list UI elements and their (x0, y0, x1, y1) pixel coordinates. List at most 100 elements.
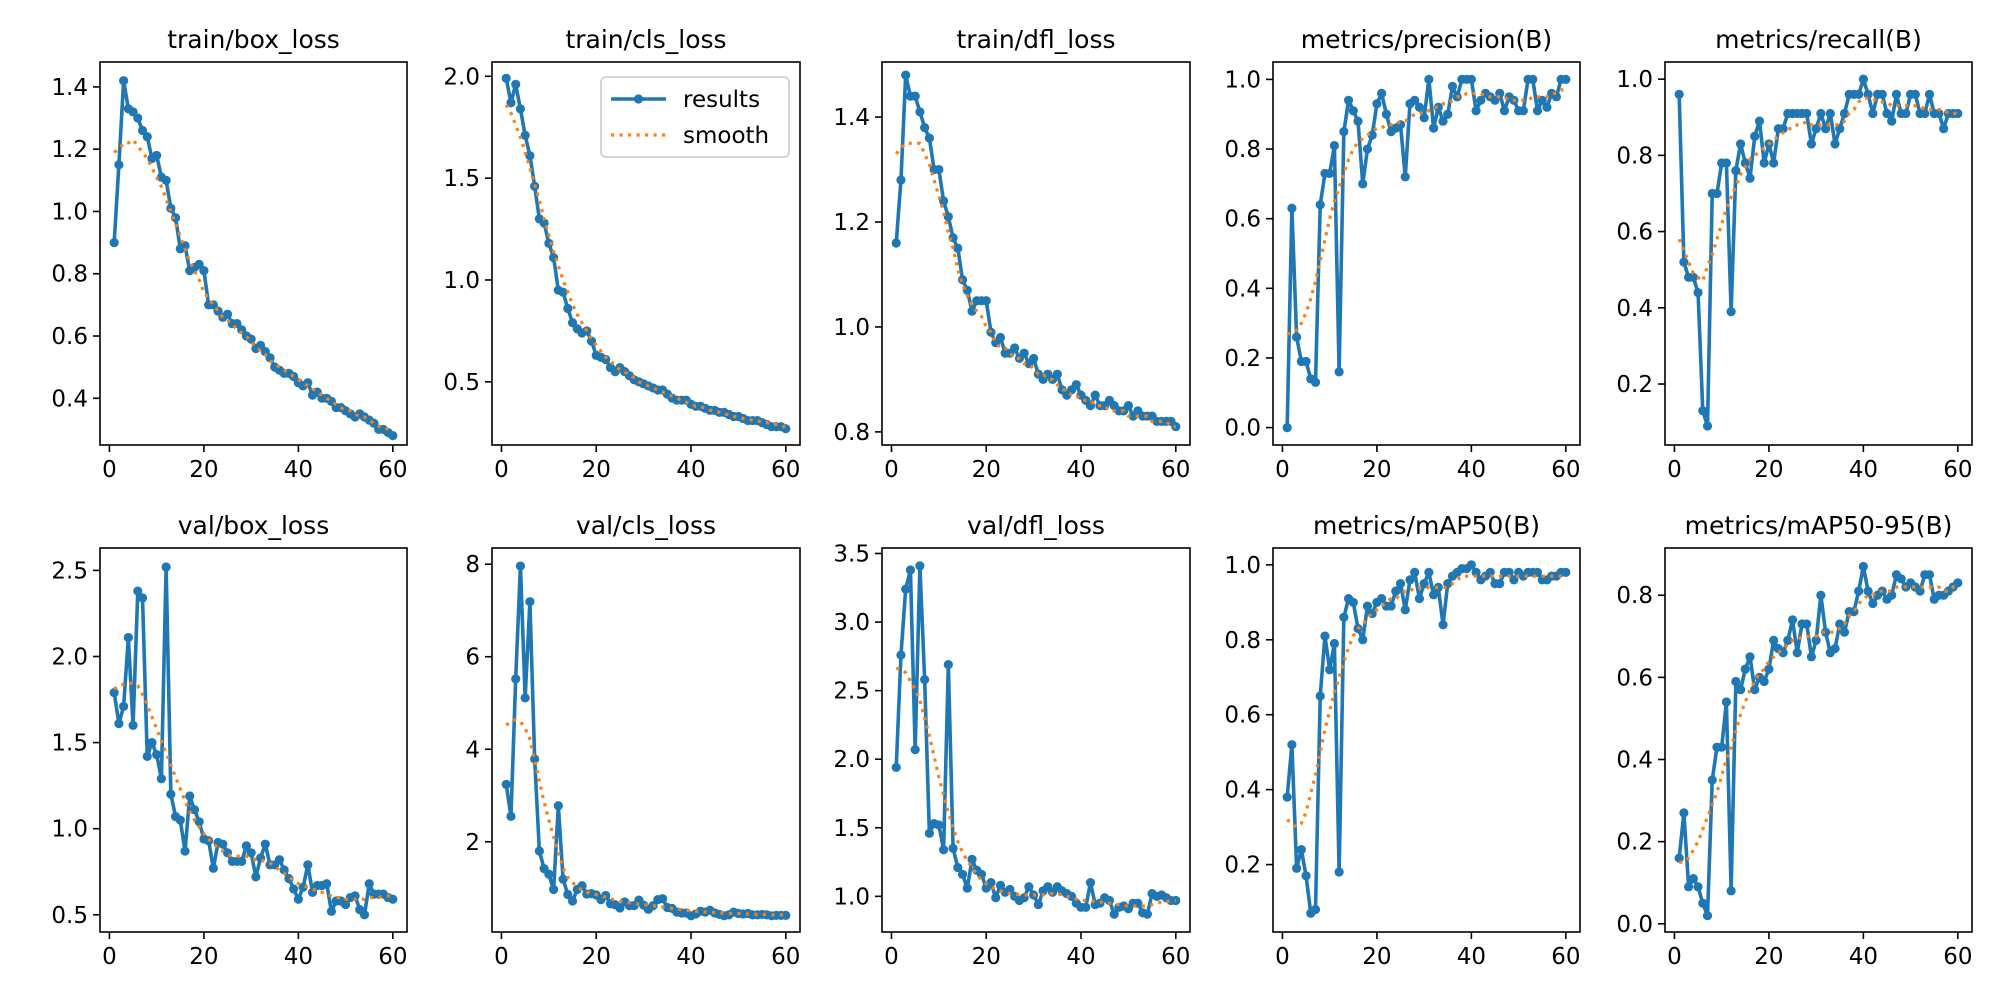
results-point (218, 839, 228, 849)
results-point (260, 346, 270, 357)
x-tick-label: 0 (884, 944, 899, 970)
results-point (260, 839, 270, 849)
results-point (1010, 343, 1020, 353)
x-tick-label: 20 (1754, 944, 1783, 970)
results-point (1386, 601, 1396, 611)
results-point (1750, 131, 1760, 141)
results-point (891, 762, 901, 773)
results-point (1292, 332, 1302, 342)
results-point (934, 164, 944, 175)
results-point (1334, 367, 1344, 377)
plot-area (891, 70, 1181, 432)
y-tick-label: 0.6 (1616, 220, 1653, 246)
results-point (137, 125, 148, 136)
legend: results smooth (600, 76, 790, 158)
results-point (934, 820, 944, 830)
y-tick-label: 0.4 (51, 386, 88, 412)
results-point (1320, 631, 1330, 641)
x-tick-label: 20 (189, 457, 218, 483)
results-point (1887, 116, 1897, 126)
axes-frame (491, 61, 801, 446)
results-point (1759, 158, 1769, 168)
results-point (1863, 586, 1873, 596)
results-point (1301, 356, 1311, 367)
axes-frame (1664, 61, 1973, 446)
results-point (962, 883, 972, 893)
results-point (525, 597, 535, 607)
results-point (142, 132, 152, 142)
results-point (1358, 635, 1368, 645)
results-point (1315, 691, 1325, 701)
results-point (525, 151, 535, 161)
results-point (1471, 106, 1481, 116)
results-point (1081, 902, 1091, 912)
y-tick-label: 2.0 (443, 64, 480, 90)
results-point (1759, 676, 1769, 687)
results-point (1868, 108, 1878, 119)
results-point (1717, 742, 1727, 752)
y-tick-label: 0.5 (443, 370, 480, 396)
x-tick-label: 40 (284, 944, 313, 970)
x-tick-label: 20 (189, 944, 218, 970)
legend-label-results: results (683, 87, 760, 113)
x-tick-label: 20 (582, 944, 611, 970)
results-point (1712, 188, 1722, 199)
results-point (185, 791, 195, 801)
results-point (901, 70, 911, 80)
plot-area (1674, 74, 1963, 431)
y-tick-label: 1.4 (833, 105, 870, 131)
results-point (1721, 158, 1731, 168)
subplot-val-box-loss: val/box_loss 0 20 40 60 0.5 1.0 1.5 2.0 2.5 (51, 511, 408, 970)
subplot-train-box-loss: train/box_loss 0 20 40 60 0.4 0.6 0.8 1.0 1.2 1.4 (51, 25, 408, 483)
results-point (1924, 570, 1935, 580)
results-point (1816, 108, 1826, 119)
results-point (967, 306, 977, 316)
results-point (1839, 108, 1850, 119)
results-point (1934, 108, 1944, 119)
legend-results-marker (633, 94, 644, 104)
smooth-line (895, 141, 1176, 429)
results-point (1740, 664, 1750, 674)
x-tick-label: 0 (1275, 457, 1290, 483)
results-point (1854, 586, 1864, 596)
results-point (1296, 844, 1306, 855)
results-point (279, 865, 289, 875)
results-point (1953, 578, 1963, 588)
results-point (1339, 127, 1349, 137)
results-point (1698, 406, 1708, 416)
subplot-metrics-map50-95-b: metrics/mAP50-95(B) 0 20 40 60 0.0 0.2 0.4 0.6 0.… (1616, 511, 1973, 970)
results-point (251, 872, 261, 882)
results-point (1778, 648, 1788, 658)
results-point (1707, 775, 1717, 785)
results-point (1282, 422, 1292, 433)
results-point (208, 863, 218, 873)
results-point (1745, 173, 1755, 183)
results-point (180, 846, 190, 856)
results-point (1877, 89, 1887, 99)
results-point (326, 906, 337, 916)
results-point (1395, 578, 1406, 589)
results-point (1377, 88, 1387, 98)
results-point (1310, 904, 1321, 915)
y-tick-label: 1.0 (51, 817, 88, 843)
results-point (986, 878, 996, 888)
results-point (558, 874, 568, 884)
subplot-title: train/cls_loss (565, 25, 726, 54)
subplot-metrics-precision-b: metrics/precision(B) 0 20 40 60 0.0 0.2 0.4 0.6 0… (1224, 25, 1581, 483)
results-point (1438, 116, 1448, 126)
plot-area (1282, 74, 1571, 433)
results-point (1438, 620, 1448, 630)
y-tick-label: 0.8 (1616, 583, 1653, 609)
y-tick-label: 0.6 (1224, 703, 1261, 729)
results-point (1953, 108, 1963, 119)
y-tick-label: 2.5 (833, 679, 870, 705)
results-point (1735, 685, 1746, 695)
results-point (1679, 808, 1689, 818)
results-point (1419, 578, 1429, 589)
subplot-title: metrics/mAP50(B) (1313, 511, 1540, 540)
y-tick-label: 1.2 (833, 210, 870, 236)
results-point (1005, 884, 1015, 895)
results-point (539, 218, 549, 228)
y-tick-label: 0.6 (1224, 207, 1261, 233)
